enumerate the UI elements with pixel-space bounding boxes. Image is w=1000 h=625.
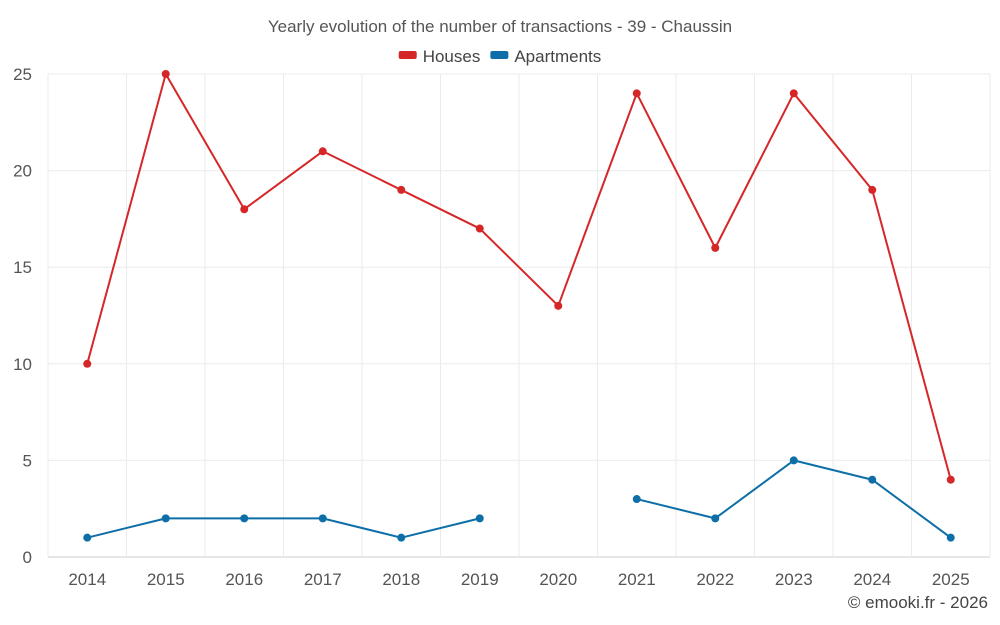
legend-label: Apartments xyxy=(514,47,601,66)
x-tick-label: 2014 xyxy=(68,570,106,589)
x-tick-label: 2023 xyxy=(775,570,813,589)
apartments-point xyxy=(475,514,484,523)
houses-point xyxy=(475,224,484,233)
legend-label: Houses xyxy=(423,47,481,66)
y-tick-label: 20 xyxy=(13,162,32,181)
houses-point xyxy=(318,147,327,156)
legend-item-houses: Houses xyxy=(398,47,481,66)
apartments-point xyxy=(946,533,955,542)
x-tick-label: 2017 xyxy=(304,570,342,589)
x-tick-label: 2025 xyxy=(932,570,970,589)
houses-line xyxy=(86,73,952,480)
legend-swatch xyxy=(398,51,417,59)
x-tick-label: 2016 xyxy=(225,570,263,589)
houses-point xyxy=(397,185,406,194)
y-tick-label: 0 xyxy=(23,548,32,567)
apartments-point xyxy=(397,533,406,542)
apartments-line xyxy=(87,517,480,539)
apartments-point xyxy=(868,475,877,484)
legend-item-apartments: Apartments xyxy=(490,47,601,66)
legend: Houses Apartments xyxy=(398,47,601,66)
houses-point xyxy=(161,70,170,78)
apartments-point xyxy=(632,495,641,504)
apartments-point xyxy=(83,533,92,542)
y-tick-label: 10 xyxy=(13,355,32,374)
houses-point xyxy=(868,185,877,194)
x-tick-label: 2022 xyxy=(696,570,734,589)
apartments-point xyxy=(318,514,327,523)
series-layer xyxy=(83,70,955,542)
copyright-footer: © emooki.fr - 2026 xyxy=(847,593,988,612)
apartments-point xyxy=(789,456,798,465)
x-tick-label: 2019 xyxy=(461,570,499,589)
chart-title: Yearly evolution of the number of transa… xyxy=(268,17,732,36)
y-tick-label: 25 xyxy=(13,65,32,84)
apartments-point xyxy=(161,514,170,523)
x-tick-label: 2020 xyxy=(539,570,577,589)
houses-point xyxy=(240,205,249,214)
x-tick-label: 2018 xyxy=(382,570,420,589)
apartments-point xyxy=(240,514,249,523)
houses-point xyxy=(946,475,955,484)
apartments-point xyxy=(711,514,720,523)
legend-swatch xyxy=(490,51,509,59)
houses-point xyxy=(789,89,798,98)
grid xyxy=(47,73,991,558)
apartments-line xyxy=(636,459,952,539)
houses-point xyxy=(554,301,563,310)
x-tick-label: 2021 xyxy=(618,570,656,589)
x-tick-label: 2024 xyxy=(853,570,891,589)
y-tick-label: 5 xyxy=(23,451,32,470)
houses-point xyxy=(83,359,92,368)
x-tick-label: 2015 xyxy=(147,570,185,589)
y-tick-label: 15 xyxy=(13,258,32,277)
houses-point xyxy=(711,243,720,252)
houses-point xyxy=(632,89,641,98)
